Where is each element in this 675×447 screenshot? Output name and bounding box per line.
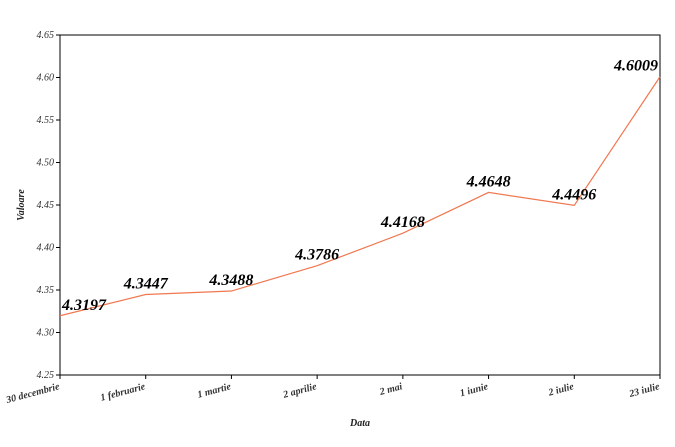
y-tick-label: 4.40 (37, 243, 55, 254)
plot-area-frame (59, 34, 661, 376)
data-label: 4.4648 (466, 173, 511, 190)
data-label: 4.3786 (294, 247, 339, 264)
series-line (59, 76, 661, 317)
data-labels: 4.3197 4.3447 4.3488 4.3786 4.4168 4.4648 4.44… (61, 58, 658, 314)
data-label: 4.4168 (380, 214, 425, 231)
y-tick-label: 4.65 (37, 30, 55, 41)
data-label: 4.3197 (61, 297, 107, 314)
y-tick-label: 4.25 (37, 370, 55, 381)
y-tick-label: 4.30 (37, 328, 55, 339)
data-label: 4.3488 (208, 272, 253, 289)
y-axis-title: Valoare (16, 189, 27, 221)
x-axis-title: Data (349, 418, 370, 429)
x-tick-label: 2 mai (378, 381, 404, 398)
x-tick-label: 1 iunie (459, 381, 490, 399)
y-axis-ticks: 4.25 4.30 4.35 4.40 4.45 4.50 4.55 4.60 4.65 (37, 30, 60, 381)
x-tick-label: 30 decembrie (4, 381, 61, 406)
data-label: 4.4496 (551, 186, 596, 203)
x-tick-label: 1 martie (196, 381, 232, 401)
x-tick-label: 2 aprilie (281, 381, 318, 401)
x-axis-ticks: 30 decembrie 1 februarie 1 martie 2 aprilie… (4, 375, 661, 406)
y-tick-label: 4.60 (37, 73, 55, 84)
y-tick-label: 4.45 (37, 200, 55, 211)
y-tick-label: 4.35 (37, 285, 55, 296)
x-tick-label: 1 februarie (99, 381, 147, 404)
y-tick-label: 4.55 (37, 115, 55, 126)
y-tick-label: 4.50 (37, 158, 55, 169)
data-label: 4.3447 (123, 276, 169, 293)
data-label: 4.6009 (613, 58, 658, 75)
x-tick-label: 2 iulie (546, 381, 575, 399)
x-tick-label: 23 iulie (627, 381, 661, 400)
